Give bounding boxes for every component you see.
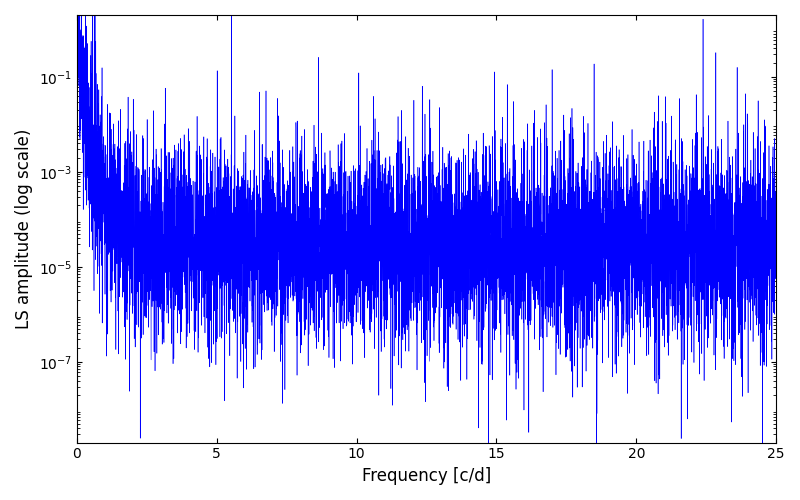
Y-axis label: LS amplitude (log scale): LS amplitude (log scale) — [15, 128, 33, 329]
X-axis label: Frequency [c/d]: Frequency [c/d] — [362, 467, 491, 485]
